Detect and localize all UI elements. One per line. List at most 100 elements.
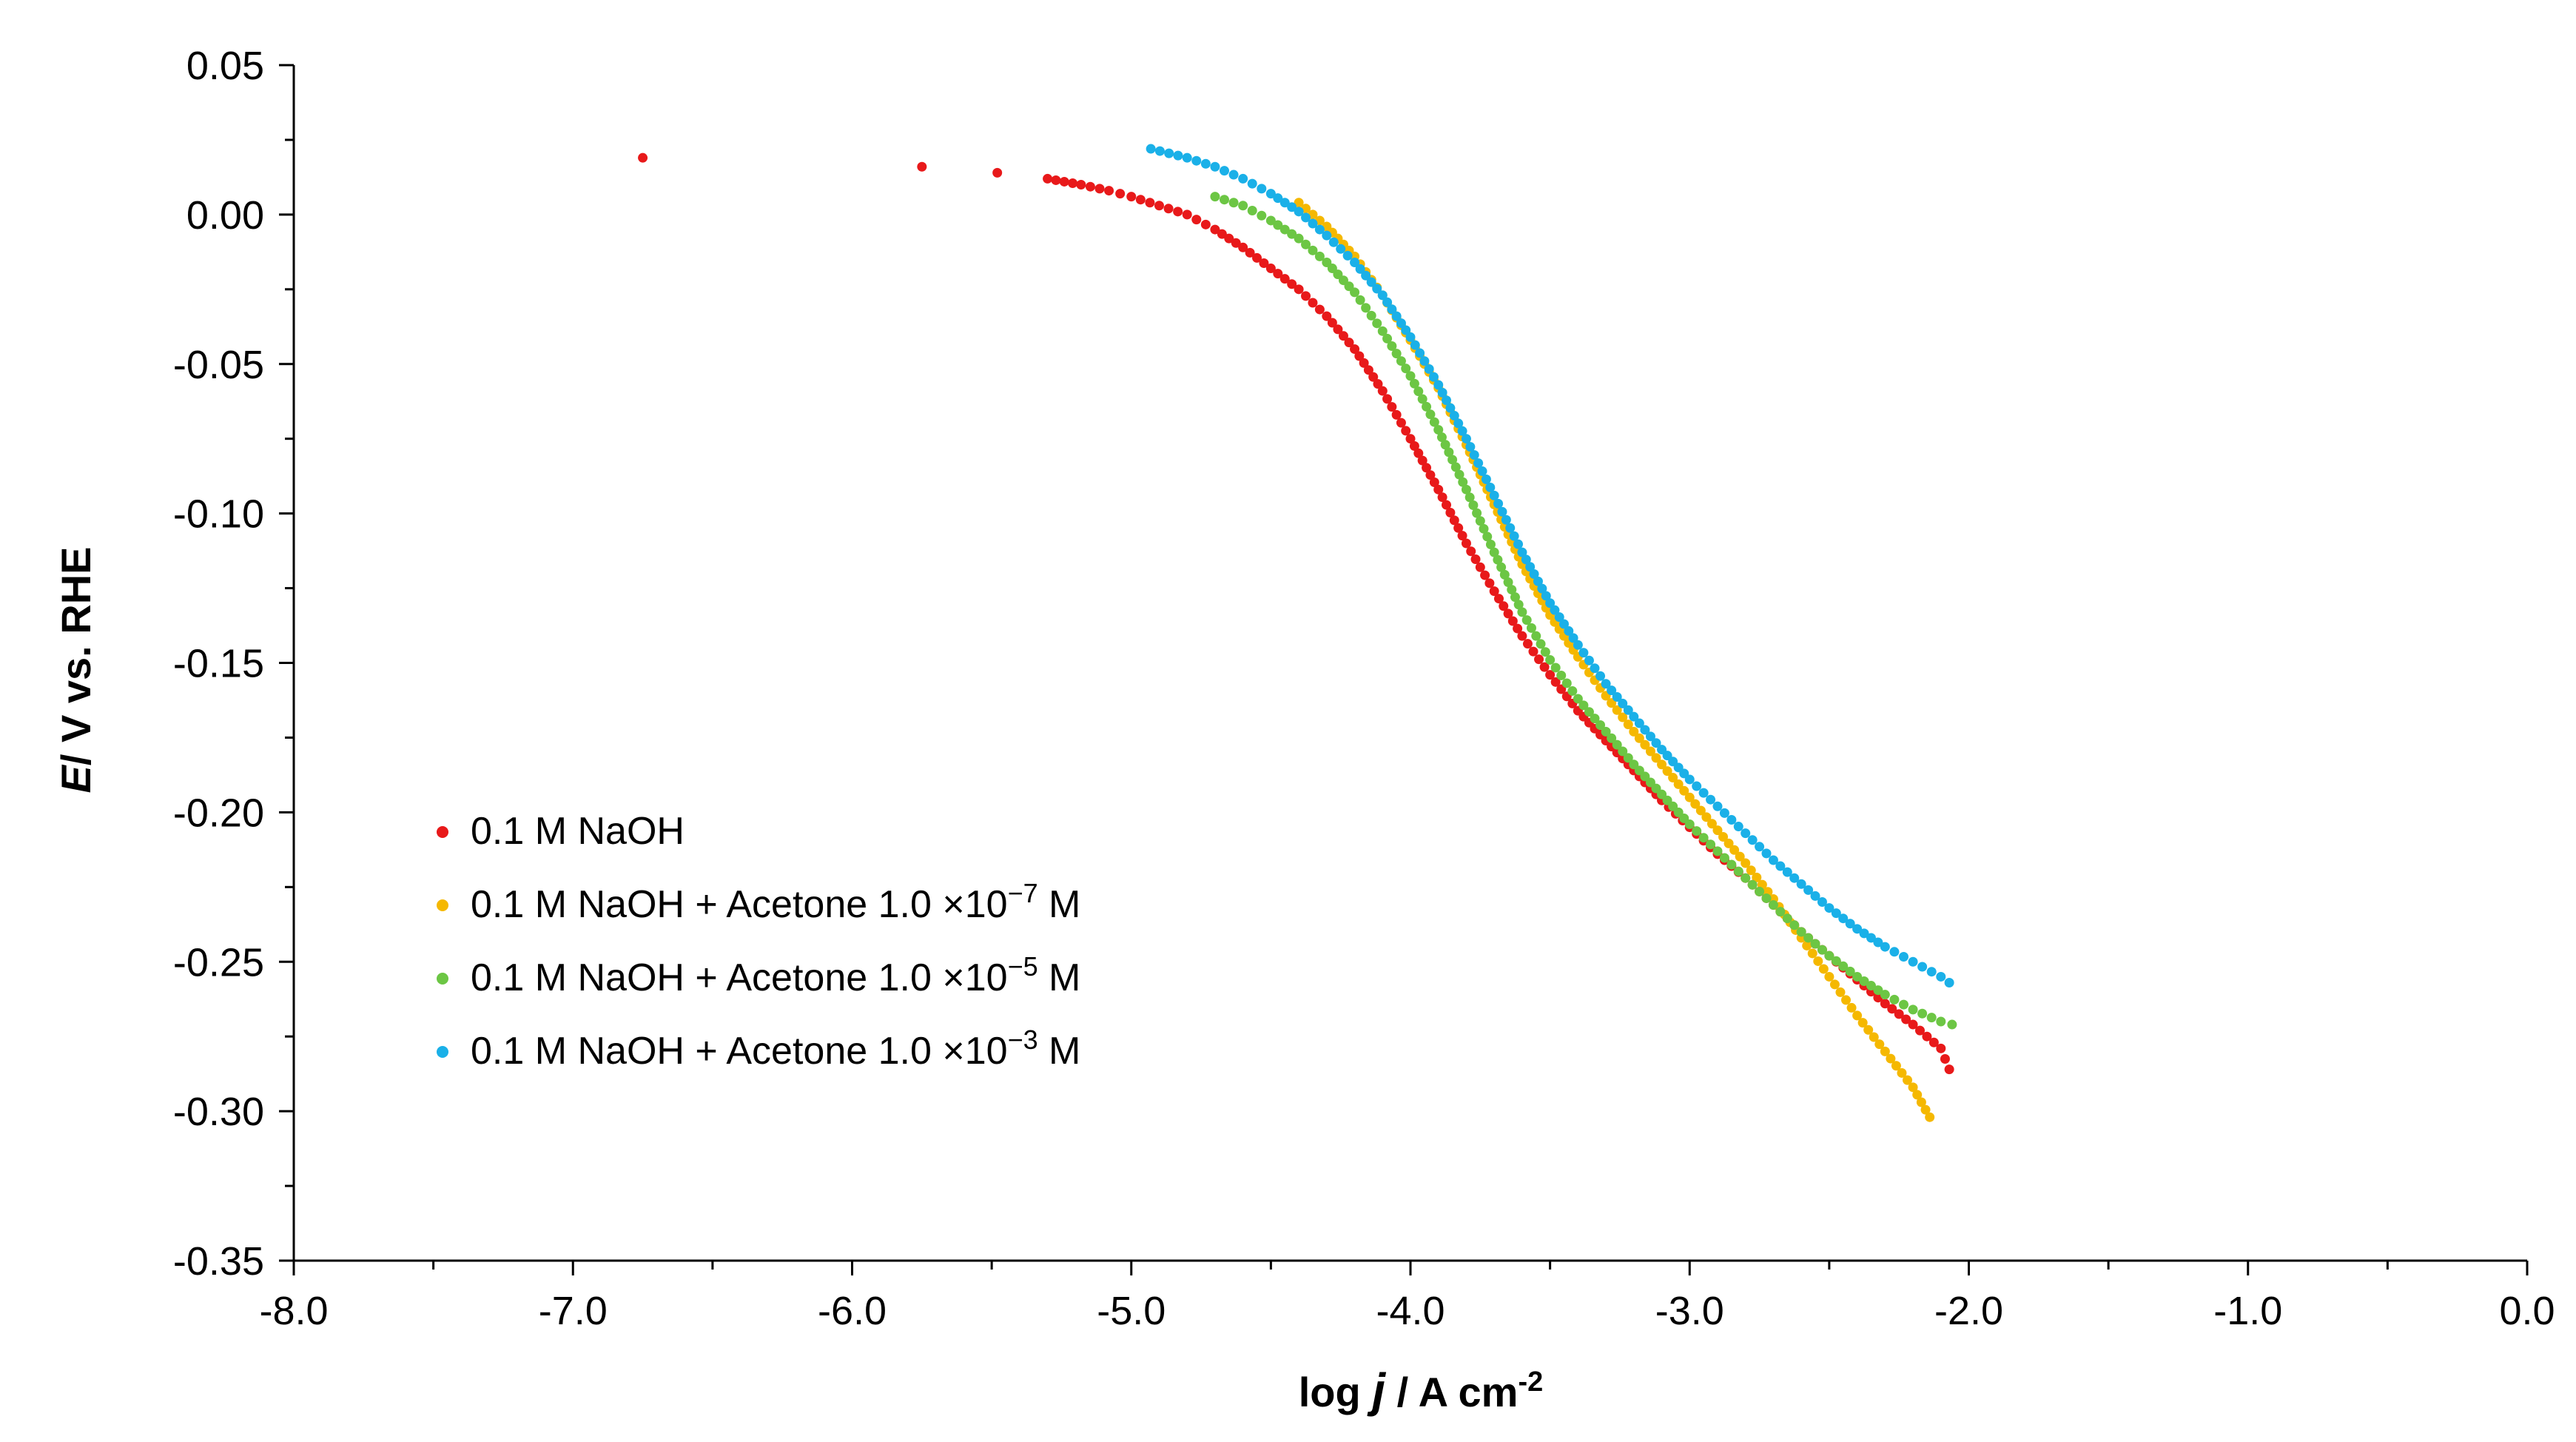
series-point-fill [1417,455,1427,466]
series-point-fill [1810,939,1820,949]
series-point-fill [1526,623,1536,633]
series-point-fill [1894,1009,1904,1019]
series-1 [638,152,1954,1075]
series-point-fill [1308,245,1318,255]
legend-item-1: 0.1 M NaOH [437,810,685,853]
data-point [1405,371,1416,381]
data-point [1461,538,1471,549]
series-point-fill [1513,623,1523,634]
data-point [1824,950,1835,961]
x-tick-label: 0.0 [2499,1289,2555,1333]
series-point-fill [1912,1090,1923,1100]
series-point-fill [1391,349,1402,359]
y-tick-label: -0.05 [173,343,264,387]
series-point-fill [1503,608,1513,619]
series-point-fill [1901,1014,1911,1025]
series-point-fill [1145,198,1155,208]
series-point-fill [1898,999,1909,1010]
data-point [1852,1010,1863,1021]
series-point-fill [1247,178,1257,189]
series-point-fill [1873,937,1883,948]
series-point-fill [1094,184,1105,194]
series-point-fill [1273,193,1283,204]
series-point-fill [1059,176,1069,187]
series-point-fill [1916,1097,1926,1107]
series-point-fill [1541,591,1551,601]
series-point-fill [1507,585,1517,595]
axes [292,65,2527,1262]
data-point [1796,879,1806,889]
series-point-fill [1481,474,1491,484]
series-point-fill [1761,893,1772,903]
series-point-fill [1755,886,1765,896]
y-tick-label: -0.35 [173,1239,264,1284]
series-point-fill [1845,919,1855,929]
series-3 [1210,192,1957,1030]
series-point-fill [1301,212,1311,223]
data-point [1629,759,1639,770]
legend-item-2: 0.1 M NaOH + Acetone 1.0 ×10−7 M [437,878,1080,926]
series-point-fill [1810,891,1820,901]
data-point [1322,311,1332,321]
series-point-fill [1595,671,1606,681]
series-point-fill [1359,358,1369,368]
series-point-fill [1429,417,1439,427]
data-point [1517,607,1527,617]
series-point-fill [1496,562,1507,572]
series-point-fill [1886,1053,1896,1064]
series-point-fill [1645,746,1655,757]
series-point-fill [1528,646,1538,657]
series-point-fill [1497,506,1507,517]
series-point-fill [1534,654,1544,665]
data-point [1517,631,1527,641]
series-point-fill [1191,155,1202,166]
series-point-fill [1859,976,1869,986]
data-point [1824,903,1835,913]
series-point-fill [1410,340,1420,350]
series-point-fill [1568,633,1578,643]
legend-label: 0.1 M NaOH [471,810,685,853]
series-point-fill [1866,981,1876,991]
series-point-fill [1228,198,1239,208]
series-point-fill [1413,448,1424,458]
data-point [1489,547,1499,557]
series-point-fill [1590,663,1600,674]
series-point-fill [1173,207,1183,217]
series-point-fill [1698,788,1709,798]
series-point-fill [1782,913,1792,924]
series-point-fill [1363,365,1373,375]
series-point-fill [1521,554,1531,565]
series-point-fill [1782,867,1792,877]
series-point-fill [1874,1039,1885,1050]
data-point [1712,825,1723,836]
series-point-fill [1891,1061,1901,1071]
series-point-fill [1509,531,1519,541]
data-point [1350,287,1360,298]
series-point-fill [1920,1104,1931,1115]
series-point-fill [1428,372,1439,382]
series-point-fill [1401,426,1411,436]
series-point-fill [1338,331,1348,341]
series-point-fill [1051,175,1061,185]
series-point-fill [1673,779,1684,789]
series-point-fill [1807,948,1817,959]
series-point-fill [1493,554,1503,565]
series-point-fill [1475,516,1485,526]
series-point-fill [1425,409,1436,420]
series-point-fill [1747,835,1758,845]
series-point-fill [1415,348,1425,358]
data-point [1601,726,1611,737]
series-point-fill [1634,718,1644,728]
series-point-fill [1928,1037,1939,1047]
series-point-fill [1584,707,1594,717]
data-point [1461,484,1471,494]
series-point-fill [1387,402,1397,412]
data-point [1146,144,1156,154]
data-point [1944,1064,1954,1075]
series-point-fill [1484,578,1495,588]
data-point [1684,774,1695,785]
series-point-fill [1191,215,1202,225]
series-point-fill [1391,311,1402,321]
data-point [1265,215,1276,226]
legend-marker [437,973,448,985]
